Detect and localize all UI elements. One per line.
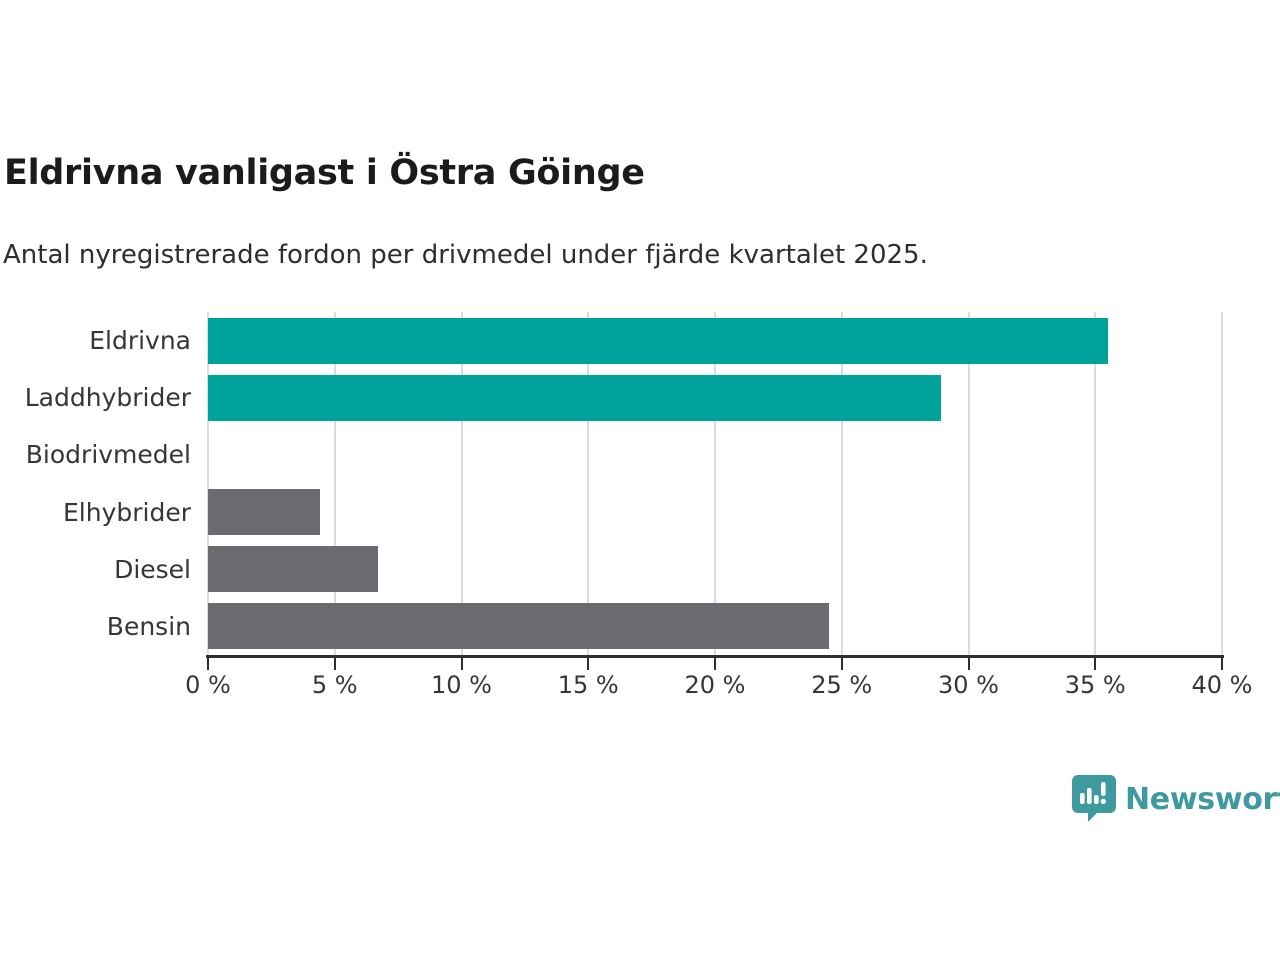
bar-diesel [208, 546, 378, 593]
plot-area [207, 312, 1223, 655]
bars [208, 312, 1222, 655]
x-axis-tick-mark-20 [714, 658, 716, 670]
gridlines [207, 312, 1223, 655]
x-axis-tick-mark-25 [840, 658, 843, 670]
gridline-40 [1221, 312, 1223, 655]
chart-title: Eldrivna vanligast i Östra Göinge [4, 153, 645, 193]
x-axis-tick-label-15: 15 % [557, 671, 619, 699]
gridline-30 [967, 312, 970, 655]
chart-speech-bubble-icon [1072, 774, 1116, 822]
x-axis-tick-mark-5 [333, 658, 336, 670]
x-axis-tick-mark-10 [460, 658, 463, 670]
x-axis-tick-label-40: 40 % [1191, 671, 1253, 699]
bar-laddhybrider [208, 374, 941, 421]
y-axis-label-elhybrider: Elhybrider [62, 497, 191, 527]
y-axis-label-eldrivna: Eldrivna [89, 326, 191, 356]
x-axis-tick-mark-30 [967, 658, 970, 670]
bar-row-biodrivmedel [208, 426, 1222, 483]
newsworthy-logo-text: Newsworthy [1125, 781, 1280, 817]
x-axis-tick-label-30: 30 % [938, 671, 999, 699]
gridline-0 [207, 312, 209, 655]
x-axis-tick-label-20: 20 % [684, 671, 746, 699]
y-axis-label-laddhybrider: Laddhybrider [24, 383, 191, 413]
bar-row-bensin [208, 598, 1222, 655]
bar-bensin [208, 603, 830, 650]
newsworthy-logo[interactable]: Newsworthy [1072, 772, 1280, 826]
gridline-15 [587, 312, 590, 655]
x-axis-ticks: 0 % 5 % 10 % 15 % 20 % 25 % 30 % 35 % 40 % [185, 655, 1252, 705]
x-axis-tick-mark-35 [1094, 658, 1097, 670]
bar-row-elhybrider [208, 484, 1222, 541]
bar-elhybrider [208, 489, 320, 536]
chart-subtitle: Antal nyregistrerade fordon per drivmede… [3, 240, 928, 270]
bar-row-eldrivna [208, 312, 1222, 369]
bar-eldrivna [208, 317, 1108, 364]
bar-row-diesel [208, 541, 1222, 598]
x-axis-tick-mark-15 [587, 658, 590, 670]
x-axis-tick-mark-0 [207, 658, 209, 670]
gridline-20 [714, 312, 716, 655]
y-axis-label-diesel: Diesel [114, 554, 191, 584]
x-axis-tick-label-25: 25 % [811, 671, 873, 699]
gridline-5 [333, 312, 336, 655]
x-axis-tick-mark-40 [1221, 658, 1223, 670]
y-axis-labels: Eldrivna Laddhybrider Biodrivmedel Elhybrid… [0, 312, 191, 655]
y-axis-label-bensin: Bensin [106, 611, 191, 641]
x-axis-tick-label-5: 5 % [311, 671, 358, 699]
gridline-25 [840, 312, 843, 655]
x-axis-tick-label-10: 10 % [431, 671, 492, 699]
bar-row-laddhybrider [208, 369, 1222, 426]
gridline-10 [460, 312, 463, 655]
x-axis-tick-label-0: 0 % [185, 671, 231, 699]
y-axis-label-biodrivmedel: Biodrivmedel [25, 440, 191, 470]
x-axis-line [206, 655, 1224, 658]
gridline-35 [1094, 312, 1097, 655]
x-axis-tick-label-35: 35 % [1064, 671, 1126, 699]
